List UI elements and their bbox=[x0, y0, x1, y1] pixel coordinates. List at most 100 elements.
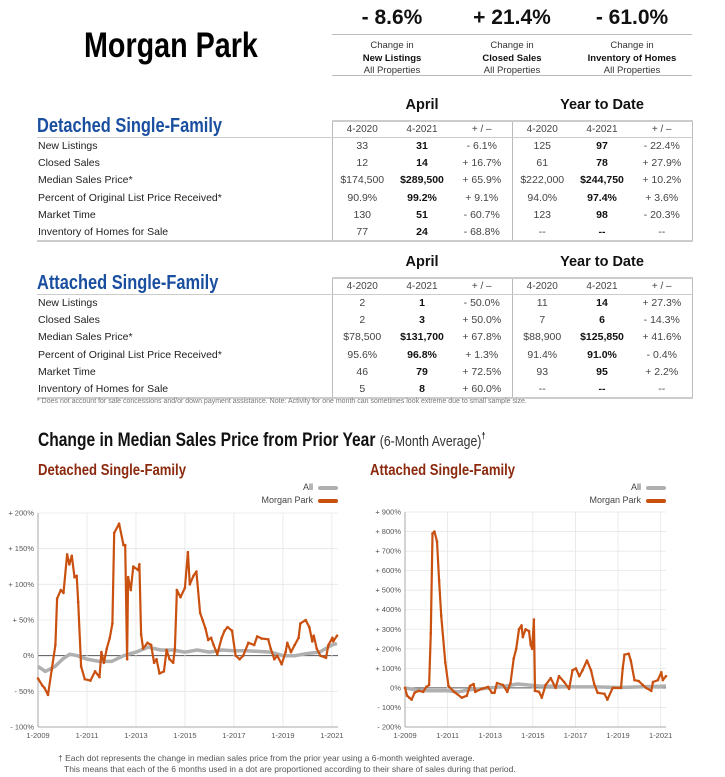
data-point bbox=[514, 647, 518, 651]
y-tick-label: + 100% bbox=[8, 580, 34, 589]
data-point bbox=[55, 597, 59, 600]
y-tick-label: 0% bbox=[23, 651, 34, 660]
data-point bbox=[443, 661, 447, 664]
data-point bbox=[125, 657, 129, 661]
table-cell: 130 bbox=[331, 206, 392, 224]
data-point bbox=[215, 652, 219, 656]
data-point bbox=[656, 678, 660, 682]
table-cell: 97.4% bbox=[587, 191, 617, 204]
attached-chart-title: Attached Single-Family bbox=[370, 462, 516, 479]
data-point bbox=[544, 683, 547, 687]
x-tick-label: 1-2021 bbox=[649, 731, 672, 740]
data-point bbox=[112, 531, 116, 535]
data-point bbox=[308, 625, 311, 629]
data-point bbox=[527, 629, 531, 633]
data-point bbox=[661, 678, 665, 682]
charts-section-title: Change in Median Sales Price from Prior … bbox=[38, 430, 486, 451]
data-point bbox=[131, 565, 135, 568]
data-point bbox=[517, 627, 521, 631]
table-cell: 2 bbox=[331, 294, 392, 312]
data-point bbox=[266, 637, 270, 641]
table-cell: 95 bbox=[596, 365, 608, 378]
row-label: New Listings bbox=[38, 139, 98, 152]
table-cell: 98 bbox=[596, 208, 608, 221]
data-point bbox=[280, 662, 283, 666]
data-point bbox=[480, 687, 484, 691]
table-row: Median Sales Price* $78,500 $131,700 + 67.8… bbox=[37, 328, 693, 346]
data-point bbox=[585, 659, 589, 662]
table-row: Inventory of Homes for Sale 77 24- 68.8% --… bbox=[37, 223, 693, 242]
table-cell: - 20.3% bbox=[632, 206, 693, 224]
data-point bbox=[298, 622, 302, 625]
table-cell: 125 bbox=[511, 137, 572, 155]
data-point bbox=[105, 647, 109, 650]
table-cell: 79 bbox=[416, 365, 428, 378]
table-row: New Listings 2 1 - 50.0% 11 14 + 27.3% bbox=[37, 294, 693, 312]
data-point bbox=[223, 629, 226, 632]
data-point bbox=[111, 622, 114, 625]
data-point bbox=[413, 691, 416, 695]
data-point bbox=[70, 554, 74, 558]
data-point bbox=[537, 690, 541, 694]
row-label: Market Time bbox=[38, 365, 96, 378]
table-cell: 1 bbox=[419, 296, 425, 309]
data-point bbox=[83, 677, 87, 681]
table-cell: 11 bbox=[511, 294, 572, 312]
x-tick-label: 1-2009 bbox=[393, 731, 416, 740]
data-point bbox=[50, 668, 54, 672]
legend-item-all: All bbox=[516, 482, 666, 492]
data-point bbox=[129, 588, 133, 592]
group-ytd: Year to Date bbox=[560, 97, 644, 113]
data-point bbox=[138, 563, 141, 566]
data-point bbox=[286, 641, 289, 645]
data-point bbox=[141, 647, 145, 650]
data-point bbox=[234, 654, 237, 657]
y-tick-label: + 300% bbox=[375, 625, 401, 634]
table-cell: + 1.3% bbox=[465, 348, 499, 361]
table-cell: 24 bbox=[392, 223, 452, 242]
legend-item-all: All bbox=[188, 482, 338, 492]
table-cell: - 0.4% bbox=[632, 345, 693, 364]
data-point bbox=[173, 647, 177, 650]
table-cell: -- bbox=[511, 380, 572, 399]
table-cell: -- bbox=[632, 380, 693, 399]
data-point bbox=[425, 685, 428, 689]
table-cell: -- bbox=[572, 380, 632, 399]
data-point bbox=[437, 579, 441, 582]
data-point bbox=[59, 588, 63, 592]
table-cell: + 60.0% bbox=[452, 380, 512, 399]
data-point bbox=[603, 692, 606, 696]
group-ytd: Year to Date bbox=[560, 254, 644, 270]
data-point bbox=[435, 540, 439, 543]
data-point bbox=[179, 595, 182, 599]
data-point bbox=[79, 665, 83, 668]
table-cell: 51 bbox=[416, 208, 428, 221]
data-point bbox=[209, 636, 213, 640]
data-point bbox=[562, 680, 566, 684]
y-tick-label: + 600% bbox=[375, 566, 401, 575]
data-point bbox=[54, 643, 57, 647]
y-tick-label: + 150% bbox=[8, 544, 34, 553]
table-cell: 94.0% bbox=[511, 188, 572, 207]
table-cell: 5 bbox=[331, 380, 392, 399]
table-cell: $222,000 bbox=[511, 171, 572, 189]
data-point bbox=[75, 574, 78, 578]
data-point bbox=[304, 618, 307, 622]
group-april: April bbox=[405, 97, 439, 113]
y-tick-label: + 700% bbox=[375, 547, 401, 556]
table-cell: + 16.7% bbox=[462, 156, 502, 169]
y-tick-label: + 900% bbox=[375, 508, 401, 517]
data-point bbox=[68, 563, 71, 566]
x-tick-label: 1-2015 bbox=[521, 731, 544, 740]
table-cell: 46 bbox=[331, 363, 392, 381]
table-cell: 93 bbox=[511, 363, 572, 381]
table-cell: + 50.0% bbox=[462, 313, 502, 326]
data-point bbox=[255, 635, 259, 638]
data-point bbox=[468, 684, 472, 688]
table-cell: 3 bbox=[419, 313, 425, 326]
data-point bbox=[297, 636, 300, 640]
table-cell: $88,900 bbox=[511, 328, 572, 346]
legend-swatch-local bbox=[646, 498, 666, 503]
column-header: 4-2021 bbox=[572, 120, 632, 138]
table-cell: 7 bbox=[511, 311, 572, 329]
